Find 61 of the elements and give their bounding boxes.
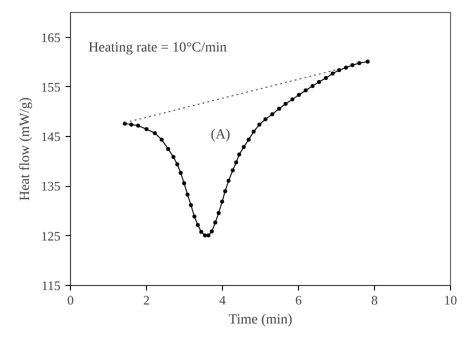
point	[223, 189, 228, 194]
point	[234, 160, 238, 164]
point	[357, 61, 362, 66]
point	[284, 102, 288, 106]
y-tick-label: 115	[41, 278, 61, 293]
point	[216, 211, 221, 216]
point	[175, 162, 180, 166]
point	[304, 88, 308, 92]
point	[350, 63, 354, 68]
point	[160, 138, 164, 142]
x-tick-label: 0	[67, 292, 74, 308]
point	[178, 170, 183, 175]
point	[263, 117, 268, 122]
point	[344, 66, 348, 70]
point	[277, 106, 282, 111]
point	[226, 178, 231, 183]
point	[213, 220, 218, 224]
x-tick-label: 2	[143, 292, 150, 308]
point	[246, 138, 251, 142]
x-tick-label: 10	[444, 292, 457, 308]
point	[192, 214, 196, 218]
point	[196, 222, 200, 227]
point	[186, 192, 190, 197]
point	[188, 203, 193, 208]
x-tick-label: 8	[371, 292, 378, 308]
point	[203, 233, 208, 238]
y-tick-label: 145	[41, 129, 60, 144]
annotation: (A)	[210, 128, 231, 142]
point	[171, 154, 176, 159]
point	[296, 92, 301, 97]
point	[206, 233, 210, 238]
y-tick-label: 135	[41, 178, 60, 194]
point	[242, 145, 246, 150]
y-tick-label: 125	[41, 228, 60, 244]
point	[210, 229, 214, 234]
point	[366, 60, 370, 64]
x-axis-title: Time (min)	[228, 312, 293, 328]
point	[129, 122, 134, 127]
x-tick-label: 6	[295, 292, 302, 308]
annotation: Heating rate = 10°C/min	[88, 40, 227, 56]
point	[230, 168, 235, 172]
point	[290, 97, 294, 102]
y-tick-label: 165	[41, 30, 60, 45]
point	[152, 131, 157, 136]
y-axis-title: Heat flow (mW/g)	[18, 96, 33, 201]
y-tick-label: 155	[41, 79, 60, 94]
point	[144, 127, 148, 132]
point	[237, 152, 242, 156]
point	[199, 230, 204, 234]
point	[317, 80, 322, 84]
point	[324, 76, 328, 80]
point	[257, 122, 262, 127]
point	[220, 200, 224, 204]
point	[136, 124, 140, 128]
point	[252, 130, 256, 134]
point	[166, 147, 170, 151]
point	[310, 84, 315, 88]
point	[182, 181, 186, 186]
point	[270, 112, 274, 116]
point	[330, 72, 335, 76]
x-tick-label: 4	[219, 292, 226, 308]
